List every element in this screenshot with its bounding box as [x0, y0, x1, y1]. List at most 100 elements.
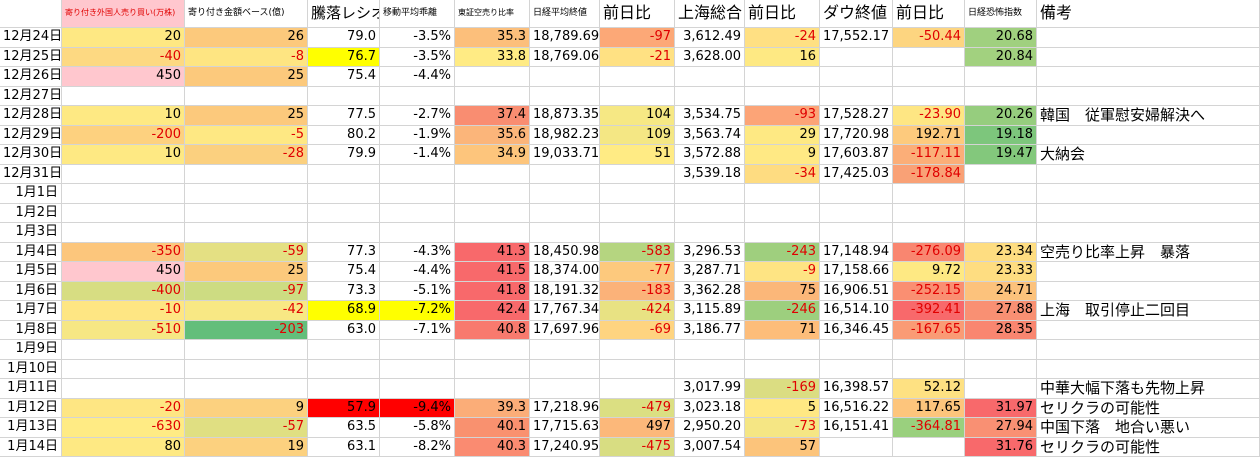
note-cell [1037, 340, 1260, 360]
value-cell: 39.3 [455, 398, 530, 418]
value-cell: 3,628.00 [675, 47, 745, 67]
value-cell: 17,767.34 [530, 301, 600, 321]
header-cell: 移動平均乖離 [380, 0, 455, 28]
value-cell [893, 203, 965, 223]
value-cell: 3,115.89 [675, 301, 745, 321]
value-cell: 79.9 [308, 145, 380, 165]
value-cell: 57.9 [308, 398, 380, 418]
value-cell [745, 223, 820, 243]
value-cell [893, 340, 965, 360]
value-cell: 10 [62, 145, 185, 165]
date-cell: 1月5日 [0, 262, 62, 282]
value-cell: 40.3 [455, 437, 530, 457]
value-cell [62, 86, 185, 106]
value-cell: -4.3% [380, 242, 455, 262]
value-cell: 2,950.20 [675, 418, 745, 438]
value-cell: 25 [185, 106, 308, 126]
value-cell: 18,789.69 [530, 28, 600, 48]
header-cell: 上海総合 [675, 0, 745, 28]
value-cell: 63.5 [308, 418, 380, 438]
value-cell [893, 47, 965, 67]
value-cell [530, 67, 600, 87]
value-cell: 75.4 [308, 67, 380, 87]
value-cell: 9.72 [893, 262, 965, 282]
value-cell: 25 [185, 262, 308, 282]
value-cell: 3,296.53 [675, 242, 745, 262]
value-cell: -630 [62, 418, 185, 438]
value-cell [185, 223, 308, 243]
value-cell: -28 [185, 145, 308, 165]
value-cell [380, 203, 455, 223]
note-cell [1037, 125, 1260, 145]
note-cell: セリクラの可能性 [1037, 437, 1260, 457]
value-cell: 5 [745, 398, 820, 418]
value-cell: -3.5% [380, 47, 455, 67]
value-cell [530, 203, 600, 223]
value-cell: -5.8% [380, 418, 455, 438]
value-cell [965, 184, 1037, 204]
value-cell [600, 359, 675, 379]
value-cell: 41.3 [455, 242, 530, 262]
value-cell: 10 [62, 106, 185, 126]
value-cell [893, 67, 965, 87]
value-cell [965, 203, 1037, 223]
value-cell: -475 [600, 437, 675, 457]
note-cell [1037, 184, 1260, 204]
note-cell [1037, 262, 1260, 282]
note-cell: 空売り比率上昇 暴落 [1037, 242, 1260, 262]
value-cell [745, 203, 820, 223]
value-cell: -93 [745, 106, 820, 126]
value-cell [380, 184, 455, 204]
note-cell [1037, 67, 1260, 87]
value-cell [600, 164, 675, 184]
value-cell [62, 164, 185, 184]
date-cell: 12月27日 [0, 86, 62, 106]
value-cell [185, 86, 308, 106]
value-cell: 27.94 [965, 418, 1037, 438]
value-cell: 3,007.54 [675, 437, 745, 457]
header-cell: 寄り付き金額ベース(億) [185, 0, 308, 28]
value-cell: 52.12 [893, 379, 965, 399]
value-cell: -10 [62, 301, 185, 321]
value-cell: 37.4 [455, 106, 530, 126]
value-cell: 41.8 [455, 281, 530, 301]
value-cell: 40.8 [455, 320, 530, 340]
value-cell: 20.84 [965, 47, 1037, 67]
date-cell: 12月25日 [0, 47, 62, 67]
value-cell [965, 164, 1037, 184]
value-cell: -117.11 [893, 145, 965, 165]
value-cell [745, 359, 820, 379]
note-cell: 上海 取引停止二回目 [1037, 301, 1260, 321]
value-cell: 3,563.74 [675, 125, 745, 145]
value-cell [455, 359, 530, 379]
date-cell: 1月3日 [0, 223, 62, 243]
value-cell: -5 [185, 125, 308, 145]
value-cell [455, 340, 530, 360]
note-cell [1037, 28, 1260, 48]
value-cell: 16 [745, 47, 820, 67]
note-cell [1037, 164, 1260, 184]
value-cell: -97 [185, 281, 308, 301]
value-cell: -1.4% [380, 145, 455, 165]
note-cell [1037, 223, 1260, 243]
value-cell [62, 223, 185, 243]
value-cell [62, 379, 185, 399]
value-cell: 19.47 [965, 145, 1037, 165]
value-cell: 41.5 [455, 262, 530, 282]
date-cell: 1月10日 [0, 359, 62, 379]
header-cell: 騰落レシオ [308, 0, 380, 28]
value-cell [308, 184, 380, 204]
value-cell [820, 184, 893, 204]
value-cell [820, 437, 893, 457]
value-cell: 18,982.23 [530, 125, 600, 145]
value-cell: -510 [62, 320, 185, 340]
date-cell: 1月2日 [0, 203, 62, 223]
value-cell [62, 203, 185, 223]
value-cell [308, 359, 380, 379]
header-cell: 備考 [1037, 0, 1260, 28]
date-cell: 12月30日 [0, 145, 62, 165]
value-cell: -169 [745, 379, 820, 399]
value-cell [530, 86, 600, 106]
value-cell: -5.1% [380, 281, 455, 301]
date-cell: 12月24日 [0, 28, 62, 48]
